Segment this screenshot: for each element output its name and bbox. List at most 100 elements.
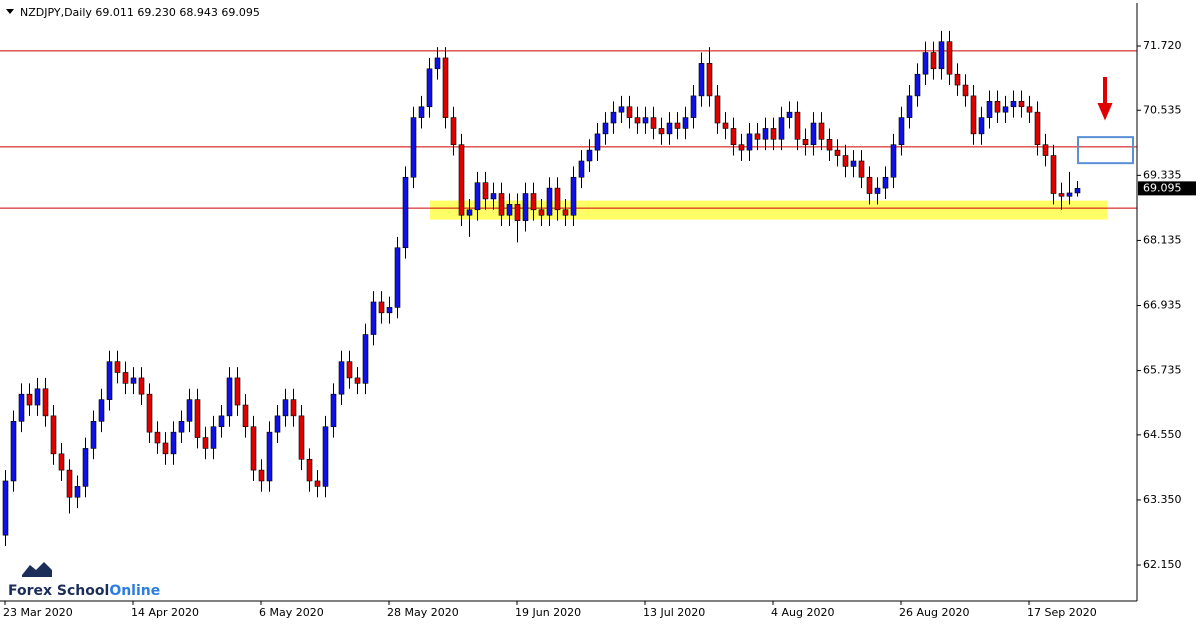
candle-body (874, 187, 881, 194)
candle-body (626, 106, 633, 118)
candle-body (610, 111, 617, 124)
candle-body (946, 41, 953, 75)
candle-body (770, 128, 777, 140)
y-tick-label: 62.150 (1143, 558, 1182, 571)
logo-text: Online (109, 583, 160, 599)
candle-body (378, 301, 385, 314)
logo-text: Forex SchoolOnline (8, 583, 160, 599)
candle-body (138, 377, 145, 395)
candle-body (202, 437, 209, 449)
y-tick-label: 63.350 (1143, 493, 1182, 506)
candle-body (602, 122, 609, 135)
candle-body (546, 187, 553, 216)
candle-body (690, 95, 697, 118)
candle-body (178, 421, 185, 433)
candle-body (1066, 192, 1073, 197)
candle-body (890, 144, 897, 178)
y-tick-label: 71.720 (1143, 39, 1182, 52)
candle-body (938, 41, 945, 70)
candle-body (1034, 111, 1041, 146)
candle-body (34, 388, 41, 406)
x-tick-label: 28 May 2020 (387, 606, 459, 619)
candle-body (650, 117, 657, 129)
time-axis-area (0, 601, 1137, 627)
chart-title: NZDJPY,Daily 69.011 69.230 68.943 69.095 (20, 6, 260, 19)
candle-body (66, 469, 73, 498)
candle-body (410, 117, 417, 178)
candle-body (1002, 106, 1009, 113)
y-tick-label: 70.535 (1143, 103, 1182, 116)
candle-body (586, 149, 593, 162)
candle-body (314, 480, 321, 487)
candle-body (114, 361, 121, 373)
candle-body (858, 160, 865, 178)
candle-body (354, 377, 361, 384)
y-tick-label: 69.335 (1143, 168, 1182, 181)
candle-body (562, 209, 569, 216)
candle-body (442, 57, 449, 118)
candle-body (82, 448, 89, 487)
candle-body (474, 182, 481, 211)
candle-body (98, 399, 105, 422)
support-zone (430, 200, 1107, 220)
candle-body (266, 431, 273, 482)
candle-body (842, 155, 849, 167)
candle-body (642, 117, 649, 124)
current-price-label: 69.095 (1143, 181, 1182, 194)
menu-arrow[interactable] (6, 9, 14, 14)
candle-body (370, 301, 377, 335)
candle-body (218, 415, 225, 428)
candle-body (746, 133, 753, 151)
logo-text: Forex School (8, 583, 109, 599)
down-arrow (1097, 77, 1113, 121)
candle-body (898, 117, 905, 146)
candle-body (714, 95, 721, 124)
candle-body (362, 334, 369, 384)
x-tick-label: 13 Jul 2020 (643, 606, 705, 619)
candle-body (786, 111, 793, 118)
candle-body (210, 426, 217, 449)
candle-body (338, 361, 345, 395)
candle-body (1026, 106, 1033, 113)
candle-body (994, 101, 1001, 113)
candle-body (618, 106, 625, 113)
candle-body (906, 95, 913, 118)
candle-body (418, 106, 425, 118)
candle-body (706, 63, 713, 97)
candle-body (722, 122, 729, 129)
x-tick-label: 17 Sep 2020 (1027, 606, 1097, 619)
candle-body (578, 160, 585, 178)
candle-body (106, 361, 113, 400)
candle-body (186, 399, 193, 422)
candle-body (882, 176, 889, 189)
y-tick-label: 65.735 (1143, 364, 1182, 377)
x-tick-label: 14 Apr 2020 (131, 606, 199, 619)
candle-body (538, 209, 545, 216)
candle-body (666, 122, 673, 135)
candle-body (514, 204, 521, 221)
candle-body (26, 393, 33, 406)
candle-body (762, 128, 769, 140)
candle-body (738, 144, 745, 151)
candle-body (482, 182, 489, 200)
candle-body (234, 377, 241, 406)
candle-body (242, 404, 249, 428)
candle-body (802, 138, 809, 146)
candle-body (850, 160, 857, 167)
candle-body (1050, 155, 1057, 194)
candle-body (290, 399, 297, 417)
candle-body (506, 204, 513, 216)
logo: Forex SchoolOnline (8, 562, 160, 599)
candle-body (50, 415, 57, 455)
candle-body (90, 421, 97, 449)
candle-body (426, 68, 433, 108)
candle-body (274, 415, 281, 433)
logo-icon (22, 562, 52, 577)
candle-body (522, 193, 529, 221)
candle-body (554, 187, 561, 211)
candle-body (498, 193, 505, 216)
candle-body (130, 377, 137, 384)
candle-body (386, 307, 393, 314)
candle-body (250, 426, 257, 471)
